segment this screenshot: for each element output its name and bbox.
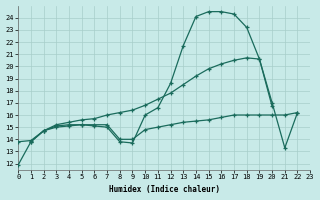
X-axis label: Humidex (Indice chaleur): Humidex (Indice chaleur) bbox=[109, 185, 220, 194]
